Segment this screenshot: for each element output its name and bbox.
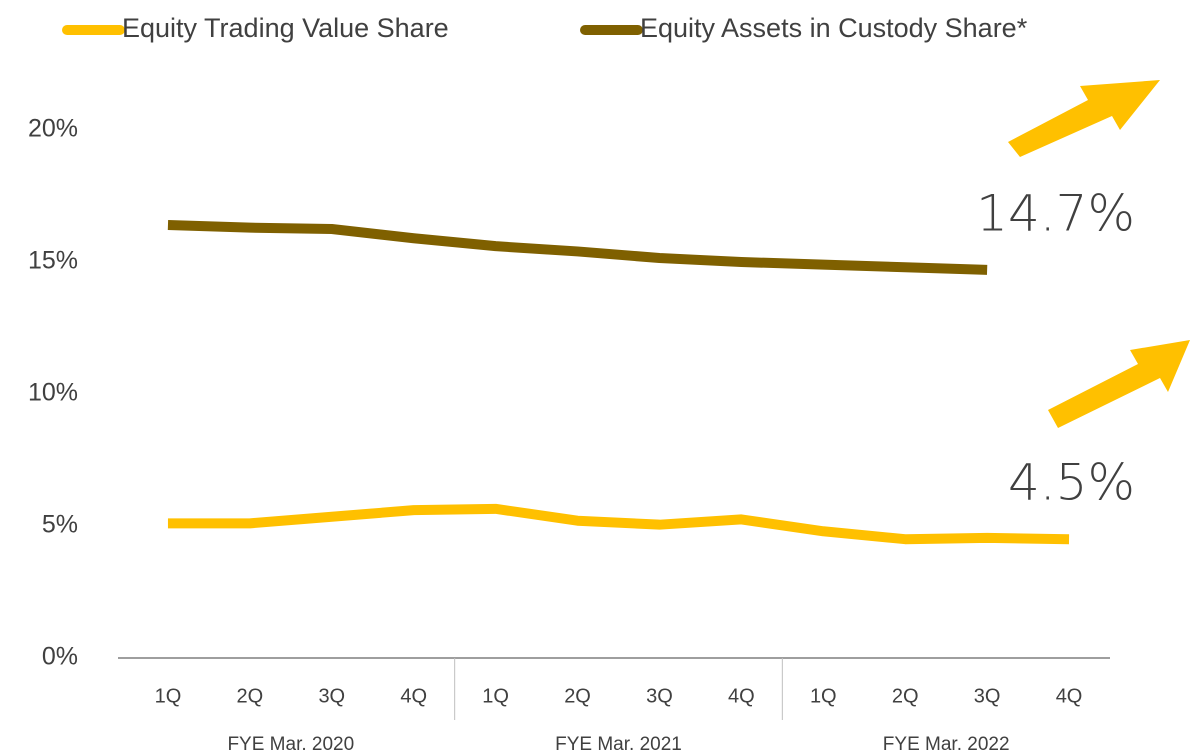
x-tick-label: 1Q bbox=[155, 685, 182, 707]
group-label: FYE Mar. 2021 bbox=[555, 734, 682, 755]
arrow-decoration bbox=[1008, 80, 1160, 157]
y-tick-label: 15% bbox=[28, 247, 78, 275]
x-tick-label: 1Q bbox=[810, 685, 837, 707]
x-tick-label: 3Q bbox=[974, 685, 1001, 707]
arrow-decoration bbox=[1048, 340, 1190, 428]
x-tick-label: 2Q bbox=[564, 685, 591, 707]
x-tick-label: 2Q bbox=[237, 685, 264, 707]
group-label: FYE Mar. 2020 bbox=[227, 734, 354, 755]
series-line bbox=[167, 220, 988, 275]
data-label: 14.7% bbox=[976, 184, 1135, 242]
series-line bbox=[167, 503, 1070, 545]
y-tick-label: 20% bbox=[28, 115, 78, 143]
x-tick-label: 3Q bbox=[318, 685, 345, 707]
data-label: 4.5% bbox=[1008, 454, 1135, 512]
x-tick-label: 2Q bbox=[892, 685, 919, 707]
y-tick-label: 5% bbox=[42, 511, 78, 539]
x-tick-label: 4Q bbox=[1056, 685, 1083, 707]
x-tick-label: 4Q bbox=[400, 685, 427, 707]
x-tick-label: 4Q bbox=[728, 685, 755, 707]
legend-label: Equity Trading Value Share bbox=[122, 13, 449, 43]
legend-label: Equity Assets in Custody Share* bbox=[640, 13, 1028, 43]
x-tick-label: 1Q bbox=[482, 685, 509, 707]
x-tick-label: 3Q bbox=[646, 685, 673, 707]
y-tick-label: 10% bbox=[28, 379, 78, 407]
y-tick-label: 0% bbox=[42, 643, 78, 671]
group-label: FYE Mar. 2022 bbox=[883, 734, 1010, 755]
